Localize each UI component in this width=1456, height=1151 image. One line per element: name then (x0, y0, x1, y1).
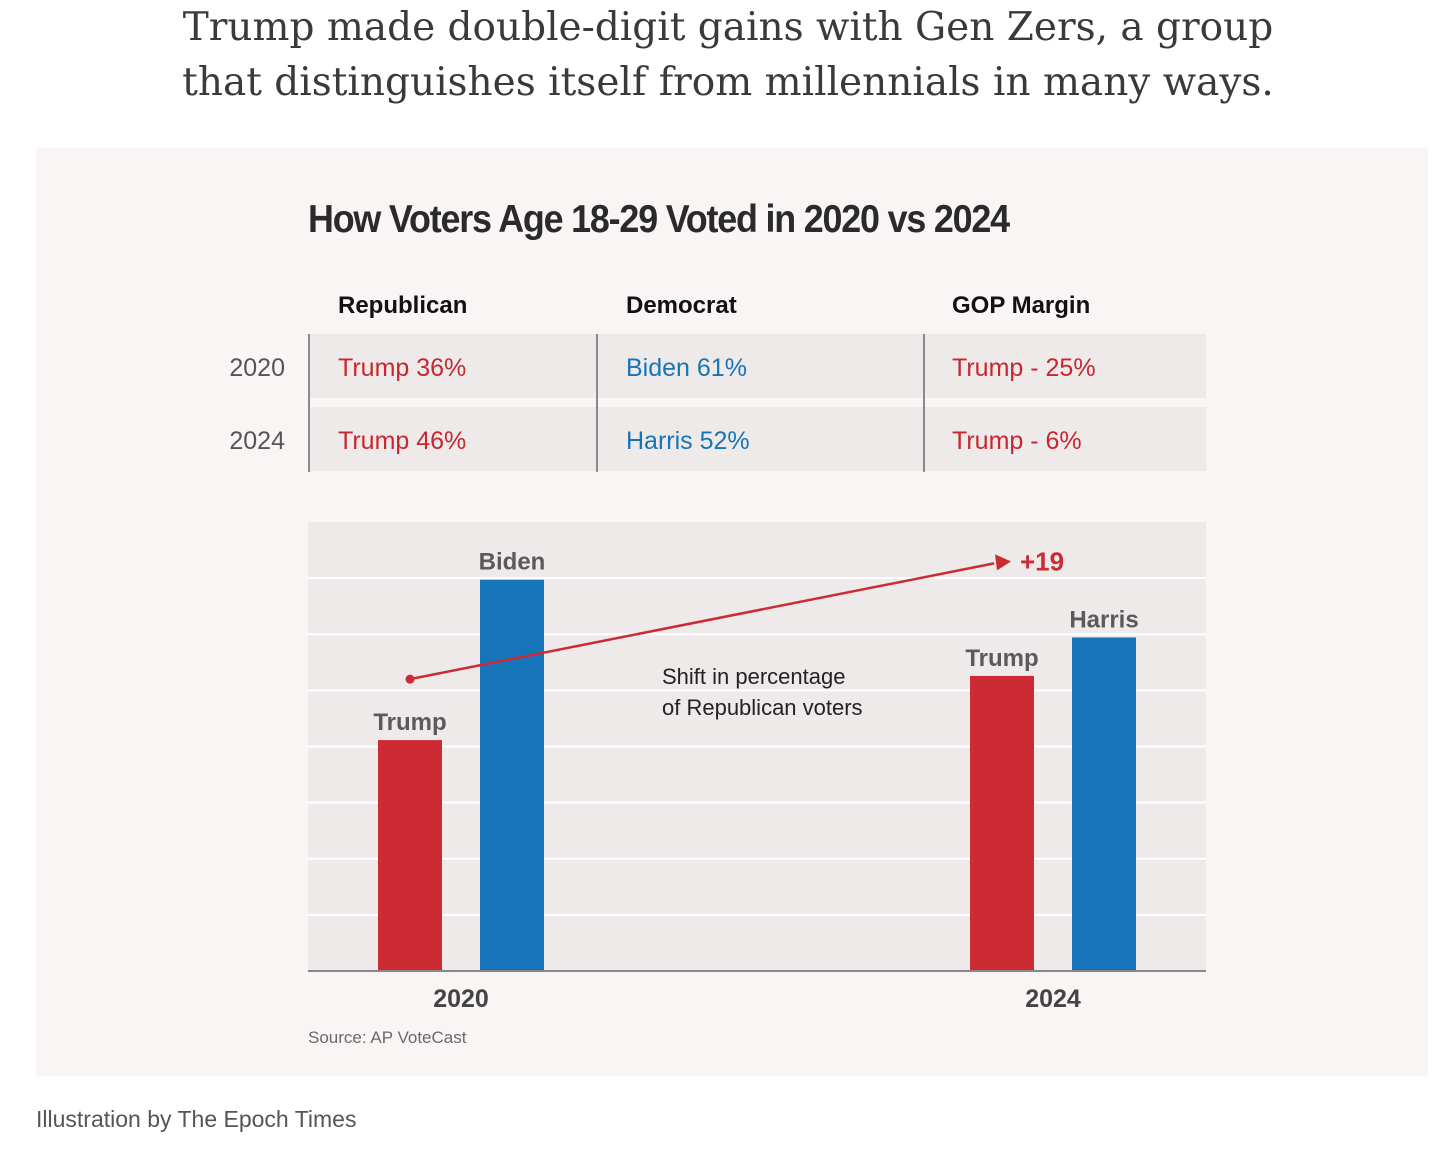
table-divider (596, 334, 598, 472)
shift-value-label: +19 (1020, 546, 1064, 576)
source-note: Source: AP VoteCast (308, 1028, 467, 1047)
illustration-credit: Illustration by The Epoch Times (36, 1106, 357, 1132)
table-divider (923, 334, 925, 472)
bar-republican-2020 (378, 740, 442, 971)
bar-label-republican-2020: Trump (373, 709, 446, 736)
bar-label-republican-2024: Trump (965, 645, 1038, 672)
headline-line-2: that distinguishes itself from millennia… (182, 60, 1274, 105)
cell-republican-2024: Trump 46% (338, 427, 467, 455)
cell-margin-2024: Trump - 6% (952, 427, 1082, 455)
headline: Trump made double-digit gains with Gen Z… (0, 0, 1456, 110)
cell-democrat-2024: Harris 52% (626, 427, 750, 455)
column-header-democrat: Democrat (626, 292, 737, 319)
headline-line-1: Trump made double-digit gains with Gen Z… (182, 5, 1274, 50)
bar-democrat-2024 (1072, 637, 1136, 971)
shift-arrow-head (995, 554, 1011, 571)
cell-democrat-2020: Biden 61% (626, 354, 747, 382)
cell-republican-2020: Trump 36% (338, 354, 467, 382)
bar-label-democrat-2024: Harris (1069, 606, 1138, 633)
chart-title: How Voters Age 18-29 Voted in 2020 vs 20… (308, 198, 1010, 241)
table-divider (308, 334, 310, 472)
column-header-republican: Republican (338, 292, 468, 319)
shift-note-line-2: of Republican voters (662, 695, 863, 720)
row-year-2020: 2020 (229, 354, 285, 382)
column-header-gop-margin: GOP Margin (952, 292, 1091, 319)
cell-margin-2020: Trump - 25% (952, 354, 1096, 382)
row-year-2024: 2024 (229, 427, 285, 455)
table-row (310, 407, 1206, 471)
bar-label-democrat-2020: Biden (479, 549, 546, 576)
bar-republican-2024 (970, 675, 1034, 971)
bar-democrat-2020 (480, 579, 544, 971)
shift-note-line-1: Shift in percentage (662, 664, 845, 689)
x-tick-label-2020: 2020 (433, 985, 489, 1013)
table-row (310, 334, 1206, 398)
x-tick-label-2024: 2024 (1025, 985, 1081, 1013)
shift-arrow-line (409, 562, 995, 681)
